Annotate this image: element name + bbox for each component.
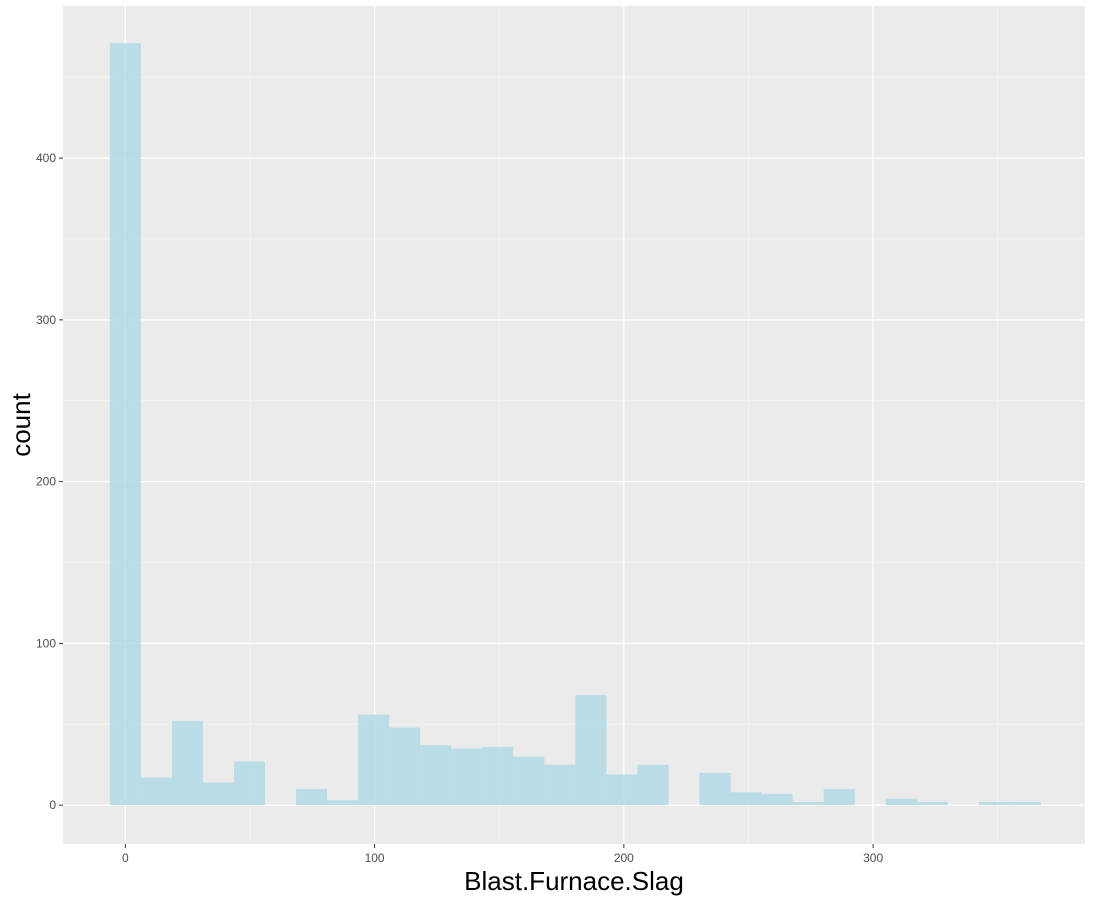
histogram-bar bbox=[606, 774, 638, 806]
histogram-bar bbox=[233, 761, 266, 806]
plot-panel bbox=[63, 6, 1085, 844]
x-axis-title: Blast.Furnace.Slag bbox=[464, 866, 684, 896]
histogram-bar bbox=[451, 748, 483, 806]
histogram-bars bbox=[109, 43, 1041, 806]
histogram-bar bbox=[420, 745, 452, 806]
y-axis-title: count bbox=[6, 392, 36, 456]
histogram-bar bbox=[544, 764, 576, 806]
histogram-bar bbox=[358, 714, 390, 806]
histogram-bar bbox=[823, 788, 855, 806]
histogram-bar bbox=[296, 788, 328, 806]
y-tick-label: 400 bbox=[36, 151, 56, 165]
histogram-bar bbox=[978, 801, 1010, 806]
y-tick-label: 100 bbox=[36, 636, 56, 650]
histogram-bar bbox=[699, 772, 731, 806]
x-tick-label: 300 bbox=[863, 851, 883, 865]
histogram-bar bbox=[482, 746, 514, 806]
histogram-bar bbox=[575, 695, 607, 806]
histogram-bar bbox=[140, 777, 172, 806]
x-tick-label: 100 bbox=[365, 851, 385, 865]
minor-gridlines bbox=[63, 6, 1085, 844]
histogram-bar bbox=[513, 756, 545, 806]
x-tick-label: 200 bbox=[614, 851, 634, 865]
histogram-bar bbox=[202, 782, 234, 806]
histogram-bar bbox=[109, 43, 141, 806]
axes: 0 100 200 300 0 100 200 300 400 bbox=[36, 151, 883, 865]
histogram-bar bbox=[730, 792, 762, 806]
y-tick-label: 200 bbox=[36, 475, 56, 489]
x-tick-label: 0 bbox=[122, 851, 129, 865]
histogram-bar bbox=[1009, 801, 1041, 806]
histogram-bar bbox=[761, 793, 793, 806]
y-tick-label: 300 bbox=[36, 313, 56, 327]
y-tick-label: 0 bbox=[49, 798, 56, 812]
histogram-bar bbox=[327, 800, 359, 806]
histogram-bar bbox=[916, 801, 948, 806]
histogram-bar bbox=[171, 721, 203, 806]
histogram-bar bbox=[637, 764, 669, 806]
histogram-bar bbox=[389, 727, 421, 806]
histogram-bar bbox=[885, 798, 917, 806]
histogram-bar bbox=[792, 801, 824, 806]
